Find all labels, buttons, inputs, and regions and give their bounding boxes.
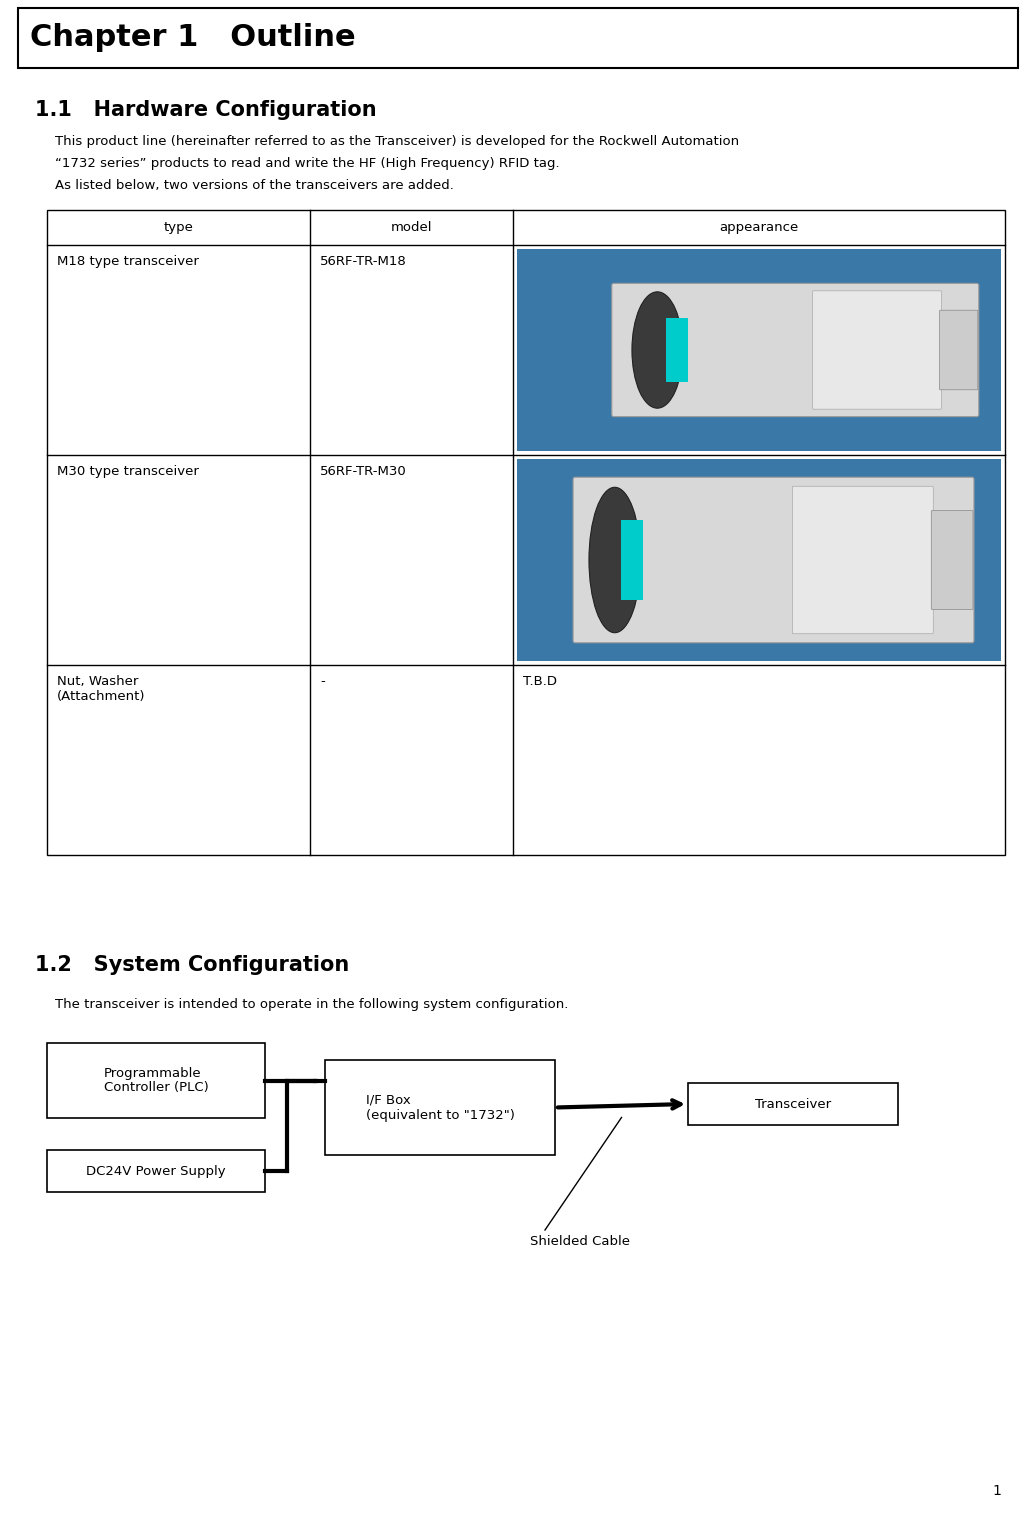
Text: 56RF-TR-M18: 56RF-TR-M18: [320, 255, 407, 269]
Text: Nut, Washer
(Attachment): Nut, Washer (Attachment): [57, 676, 145, 703]
Text: “1732 series” products to read and write the HF (High Frequency) RFID tag.: “1732 series” products to read and write…: [55, 156, 559, 170]
Text: M30 type transceiver: M30 type transceiver: [57, 465, 199, 478]
Bar: [517, 458, 1001, 660]
Text: This product line (hereinafter referred to as the Transceiver) is developed for : This product line (hereinafter referred …: [55, 135, 739, 147]
Text: 1.2   System Configuration: 1.2 System Configuration: [35, 955, 349, 975]
Bar: [688, 1082, 898, 1125]
Bar: [47, 1043, 265, 1117]
Bar: [18, 8, 1018, 68]
Text: type: type: [164, 222, 194, 234]
Text: M18 type transceiver: M18 type transceiver: [57, 255, 199, 269]
Text: appearance: appearance: [719, 222, 799, 234]
Text: As listed below, two versions of the transceivers are added.: As listed below, two versions of the tra…: [55, 179, 454, 191]
Bar: [47, 209, 1005, 855]
Text: Transceiver: Transceiver: [755, 1098, 831, 1111]
Bar: [517, 249, 1001, 451]
Bar: [47, 1151, 265, 1192]
Ellipse shape: [632, 291, 683, 408]
Ellipse shape: [589, 487, 640, 633]
FancyBboxPatch shape: [940, 310, 978, 390]
Text: DC24V Power Supply: DC24V Power Supply: [86, 1164, 226, 1178]
FancyBboxPatch shape: [812, 291, 942, 410]
Text: -: -: [320, 676, 324, 688]
Text: I/F Box
(equivalent to "1732"): I/F Box (equivalent to "1732"): [366, 1093, 515, 1122]
Text: 1: 1: [992, 1485, 1001, 1498]
FancyBboxPatch shape: [573, 477, 974, 642]
Text: Chapter 1   Outline: Chapter 1 Outline: [30, 23, 355, 53]
Text: The transceiver is intended to operate in the following system configuration.: The transceiver is intended to operate i…: [55, 997, 569, 1011]
Text: 56RF-TR-M30: 56RF-TR-M30: [320, 465, 407, 478]
Bar: [325, 1060, 555, 1155]
FancyBboxPatch shape: [931, 510, 973, 610]
Bar: [666, 317, 688, 383]
Text: 1.1   Hardware Configuration: 1.1 Hardware Configuration: [35, 100, 377, 120]
FancyBboxPatch shape: [793, 486, 933, 633]
Text: T.B.D: T.B.D: [523, 676, 557, 688]
Bar: [621, 519, 642, 601]
Text: Shielded Cable: Shielded Cable: [530, 1236, 630, 1248]
FancyBboxPatch shape: [612, 284, 979, 416]
Text: model: model: [391, 222, 432, 234]
Text: Programmable
Controller (PLC): Programmable Controller (PLC): [104, 1067, 208, 1094]
